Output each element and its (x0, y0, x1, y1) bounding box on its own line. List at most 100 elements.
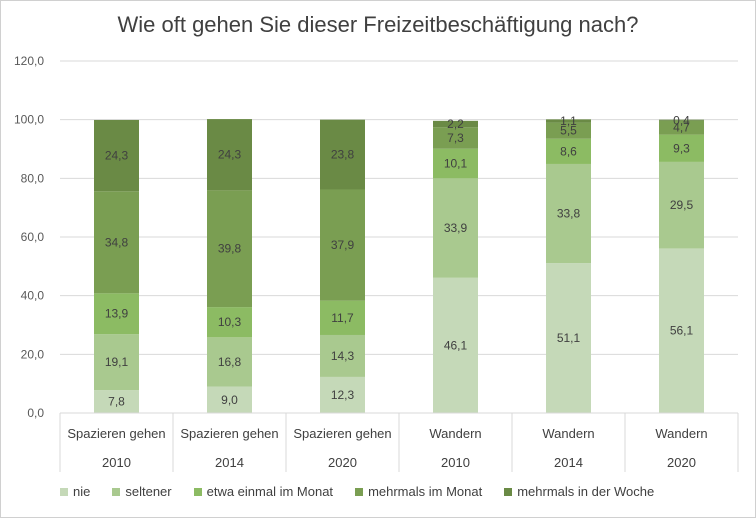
x-category-label: Wandern (429, 426, 481, 441)
x-year-label: 2020 (328, 455, 357, 470)
x-category-label: Spazieren gehen (67, 426, 165, 441)
bar-segment (433, 127, 478, 149)
y-tick-label: 60,0 (21, 230, 45, 244)
legend-label: seltener (125, 484, 172, 499)
y-axis-ticks: 0,0 20,0 40,0 60,0 80,0 100,0 120,0 (14, 54, 44, 420)
data-label: 2,2 (447, 117, 464, 131)
data-label: 19,1 (105, 355, 129, 369)
data-label: 13,9 (105, 307, 129, 321)
x-axis: Spazieren gehen 2010 Spazieren gehen 2014 Sp… (59, 412, 739, 472)
legend-item: mehrmals in der Woche (504, 484, 654, 499)
bar-segment (546, 138, 591, 164)
bars (94, 119, 704, 413)
bar-segment (659, 161, 704, 249)
data-label: 8,6 (560, 144, 577, 158)
data-label: 12,3 (331, 388, 355, 402)
y-tick-label: 0,0 (27, 406, 44, 420)
y-tick-label: 40,0 (21, 289, 45, 303)
data-label: 0,4 (673, 113, 690, 127)
data-label: 16,8 (218, 355, 242, 369)
gridlines (60, 60, 738, 355)
y-tick-label: 100,0 (14, 113, 44, 127)
y-tick-label: 20,0 (21, 347, 45, 361)
bar-segment (94, 334, 139, 391)
data-label: 9,3 (673, 141, 690, 155)
data-label: 34,8 (105, 235, 129, 249)
bar-segment (659, 119, 704, 121)
data-label: 5,5 (560, 124, 577, 138)
bar-segment (546, 163, 591, 264)
bar-segment (94, 390, 139, 413)
legend-swatch (355, 487, 364, 496)
bar-segment (659, 120, 704, 135)
legend-label: mehrmals in der Woche (517, 484, 655, 499)
legend-swatch (60, 487, 68, 496)
legend-item: mehrmals im Monat (355, 484, 482, 499)
bar-segment (320, 189, 365, 301)
x-year-label: 2020 (667, 455, 696, 470)
bar-segment (433, 178, 478, 278)
x-category-label: Spazieren gehen (180, 426, 278, 441)
legend-swatch (504, 487, 513, 496)
data-label: 10,1 (444, 157, 468, 171)
x-year-label: 2014 (554, 455, 583, 470)
bar-segment (546, 263, 591, 413)
data-label: 24,3 (105, 149, 129, 163)
bar-segment (207, 190, 252, 308)
bar-segment (320, 119, 365, 190)
bar-segment (546, 119, 591, 123)
data-label: 9,0 (221, 393, 238, 407)
legend-swatch (193, 487, 202, 496)
bar-segment (207, 119, 252, 191)
data-label: 11,7 (331, 311, 354, 325)
legend-label: mehrmals im Monat (368, 484, 483, 499)
data-label: 7,3 (447, 131, 464, 145)
data-label: 33,9 (444, 221, 468, 235)
data-label: 24,3 (218, 148, 242, 162)
x-category-label: Wandern (542, 426, 594, 441)
x-year-label: 2010 (102, 455, 131, 470)
legend: nie seltener etwa einmal im Monat mehrmals … (60, 484, 750, 499)
bar-segment (320, 300, 365, 335)
bar-segment (207, 337, 252, 387)
bar-segment (659, 134, 704, 162)
bar-segment (433, 148, 478, 179)
bar-segment (94, 191, 139, 294)
bar-segment (94, 293, 139, 335)
x-category-label: Wandern (655, 426, 707, 441)
data-label: 33,8 (557, 207, 581, 221)
x-year-label: 2014 (215, 455, 244, 470)
data-label: 51,1 (557, 331, 581, 345)
legend-label: nie (73, 484, 91, 499)
data-labels: 7,8 19,1 13,9 34,8 24,3 9,0 16,8 10,3 39,8 24,3 12… (105, 113, 694, 408)
data-label: 10,3 (218, 315, 242, 329)
chart-title: Wie oft gehen Sie dieser Freizeitbeschäf… (117, 12, 639, 37)
bar-segment (207, 307, 252, 338)
y-tick-label: 80,0 (21, 171, 45, 185)
data-label: 56,1 (670, 324, 694, 338)
bar-segment (659, 248, 704, 413)
legend-label: etwa einmal im Monat (206, 484, 334, 499)
y-tick-label: 120,0 (14, 54, 44, 68)
bar-segment (320, 376, 365, 413)
x-year-label: 2010 (441, 455, 470, 470)
legend-item: etwa einmal im Monat (193, 484, 334, 499)
bar-segment (433, 120, 478, 128)
data-label: 46,1 (444, 338, 468, 352)
data-label: 7,8 (108, 395, 125, 409)
data-label: 1,1 (560, 114, 577, 128)
data-label: 29,5 (670, 198, 694, 212)
bar-segment (433, 277, 478, 413)
data-label: 23,8 (331, 148, 355, 162)
bar-segment (320, 334, 365, 377)
data-label: 37,9 (331, 238, 355, 252)
x-category-label: Spazieren gehen (293, 426, 391, 441)
data-label: 14,3 (331, 349, 355, 363)
legend-swatch (112, 487, 121, 496)
bar-segment (207, 386, 252, 413)
bar-segment (94, 119, 139, 192)
legend-item: seltener (112, 484, 172, 499)
data-label: 4,7 (673, 121, 690, 135)
data-label: 39,8 (218, 242, 242, 256)
